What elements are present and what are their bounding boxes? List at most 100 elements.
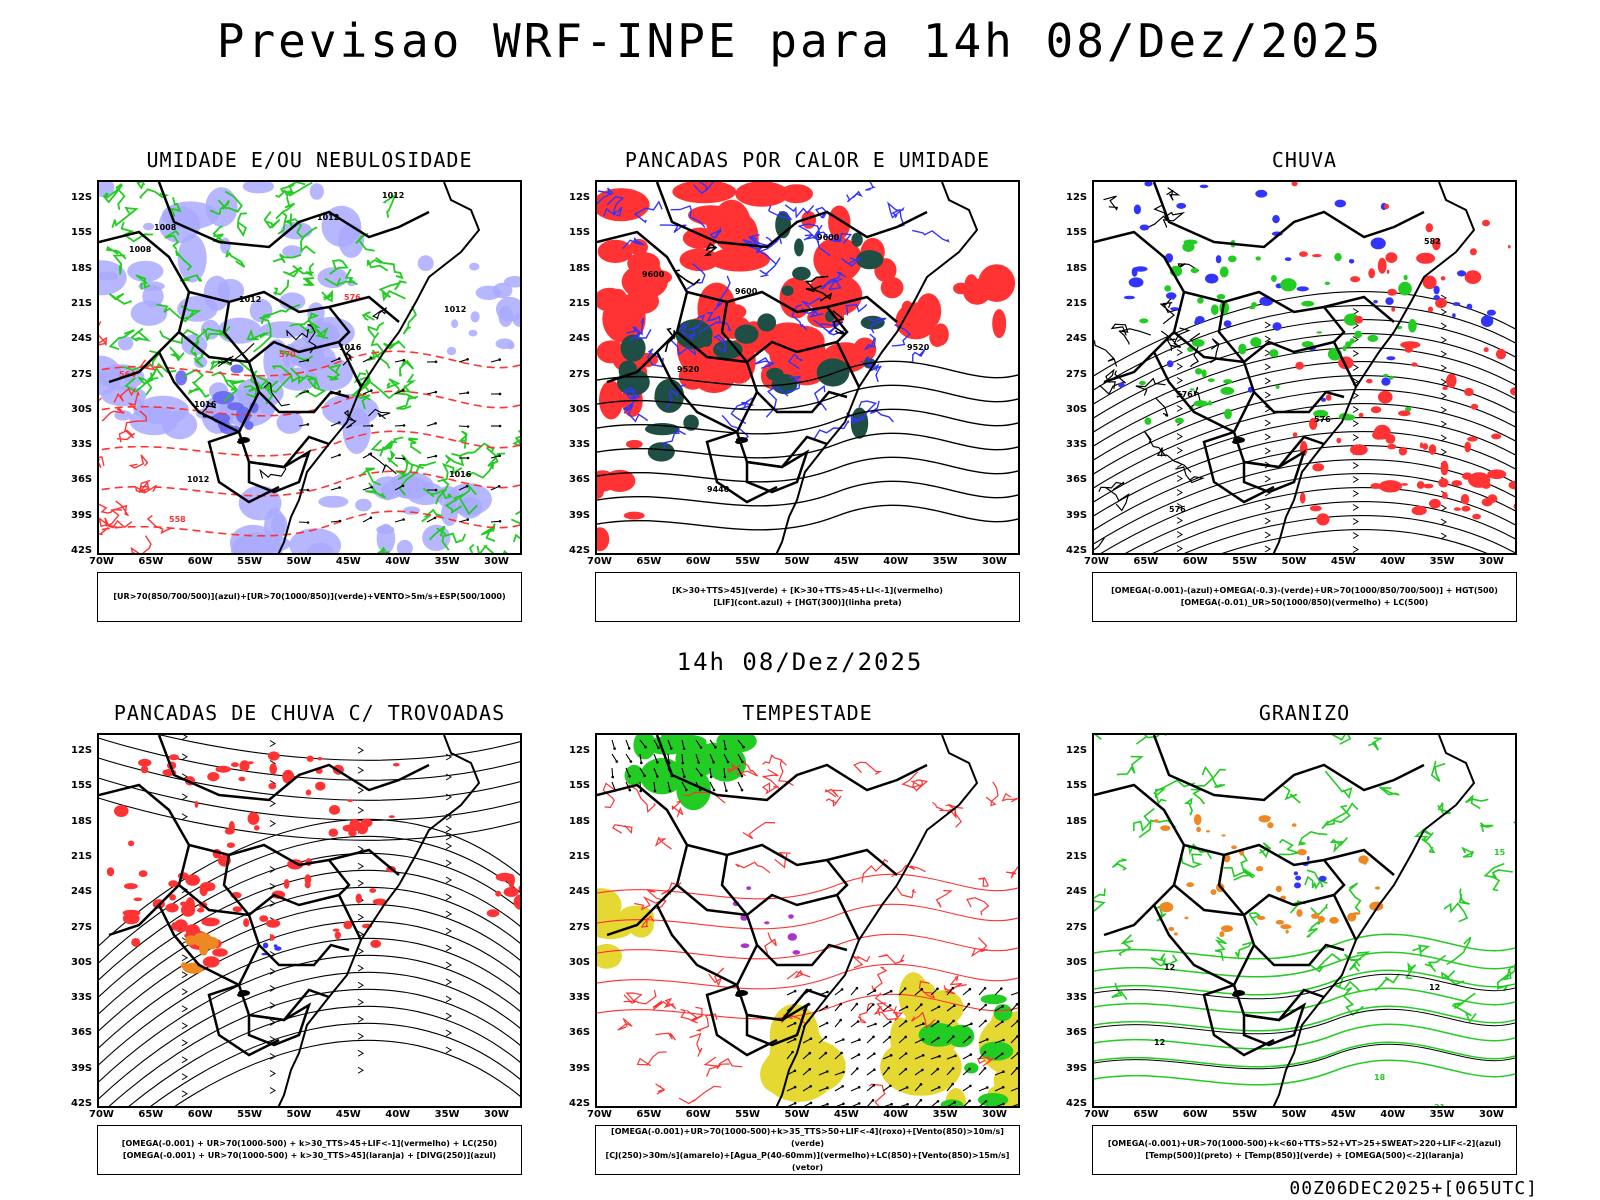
- latitude-tick: 21S: [569, 850, 591, 862]
- wind-vector: [900, 1103, 908, 1106]
- wind-vector-head: [872, 1035, 875, 1039]
- omega-area: [1133, 204, 1141, 215]
- border-line: [1202, 983, 1275, 1057]
- humidity-area: [175, 370, 188, 386]
- humidity-contour: [193, 350, 206, 368]
- wind-vector-head: [984, 1003, 987, 1007]
- precipitable-water-contour: [825, 795, 842, 807]
- temp850-contour: [1412, 944, 1431, 957]
- humidity-contour: [111, 206, 139, 228]
- humidity-contour: [202, 326, 231, 341]
- humidity-contour: [379, 440, 398, 457]
- wind850-area: [977, 1093, 1009, 1106]
- precipitable-water-contour: [978, 877, 989, 887]
- wind-vector-head: [1018, 1086, 1020, 1089]
- omega-area: [1354, 330, 1363, 339]
- height-contour: [1162, 211, 1186, 228]
- convection-area: [629, 238, 648, 256]
- streamline: [99, 954, 520, 1083]
- precipitable-water-contour: [736, 758, 759, 777]
- height-contour: [1094, 537, 1105, 551]
- latitude-tick: 12S: [569, 745, 591, 756]
- wind-vector-head: [871, 1003, 875, 1006]
- wind-vector-head: [434, 390, 438, 394]
- temp500-contour: [1094, 1008, 1515, 1035]
- latitude-tick: 39S: [569, 509, 591, 521]
- wind-vector: [850, 987, 858, 996]
- rain-area: [1464, 270, 1482, 284]
- streamline-arrow: [445, 1012, 452, 1020]
- omega500-area: [1275, 885, 1282, 892]
- streamline-arrow: [445, 793, 452, 801]
- lifted-index-contour: [754, 356, 776, 370]
- omega-area: [1144, 417, 1152, 425]
- longitude-tick: 70W: [1084, 1109, 1109, 1120]
- wind-vector-head: [842, 1070, 845, 1074]
- humidity-area: [406, 482, 445, 506]
- lifted-index-contour: [846, 190, 863, 203]
- border-line: [1173, 884, 1358, 941]
- wind-vector: [834, 1003, 842, 1012]
- lifted-index-contour: [865, 182, 876, 191]
- wind-vector: [930, 1086, 940, 1092]
- border-line: [745, 361, 848, 414]
- wind-vector-head: [742, 745, 745, 749]
- omega-area: [1343, 313, 1360, 326]
- streamline-arrow: [269, 820, 276, 827]
- streamline-arrow: [357, 947, 364, 955]
- wind-vector-head: [937, 1086, 941, 1089]
- wind-vector-head: [857, 1085, 861, 1089]
- omega500-area: [1173, 932, 1178, 936]
- precipitable-water-contour: [646, 889, 667, 910]
- border-line: [247, 449, 312, 494]
- streamline: [1094, 445, 1515, 531]
- longitude-tick: 60W: [685, 1109, 711, 1120]
- omega-area: [1215, 255, 1222, 264]
- rain-area: [1299, 492, 1306, 504]
- wind-vector-head: [306, 359, 310, 362]
- instability-area: [734, 324, 759, 344]
- thunderstorm-area: [133, 897, 143, 902]
- wind-vector: [898, 1020, 907, 1028]
- humidity-contour: [197, 327, 231, 340]
- rain-area: [1391, 307, 1396, 312]
- thunderstorm-area: [503, 887, 519, 897]
- humidity-contour: [263, 211, 281, 230]
- humidity-area: [129, 406, 179, 436]
- wind-vector: [978, 1020, 986, 1028]
- omega500-area: [1168, 926, 1175, 932]
- wind-vector: [695, 739, 702, 748]
- lifted-index-contour: [813, 319, 844, 334]
- humidity-area: [468, 329, 478, 337]
- instability-area: [781, 285, 794, 296]
- rain-area: [1387, 288, 1397, 296]
- streamline-arrow: [445, 1029, 452, 1037]
- omega-area: [1165, 292, 1177, 300]
- temp850-contour: [1282, 785, 1301, 804]
- humidity-contour: [137, 372, 154, 396]
- wind-vector-head: [871, 1099, 875, 1102]
- rain-area: [1378, 390, 1393, 404]
- border-line: [597, 230, 689, 384]
- latitude-tick: 18S: [569, 815, 591, 827]
- wind-vector: [737, 753, 743, 763]
- omega-area: [1207, 401, 1213, 406]
- omega-area: [1205, 273, 1219, 284]
- wind-vector-head: [809, 1085, 812, 1088]
- rain-area: [1482, 219, 1490, 227]
- omega-area: [1373, 300, 1378, 304]
- height-contour: [703, 242, 718, 256]
- longitude-tick: 65W: [636, 1109, 662, 1120]
- wind-vector: [667, 739, 672, 749]
- convection-area: [978, 264, 1016, 302]
- streamline-arrow: [1176, 349, 1183, 356]
- streamline-arrow: [1440, 504, 1447, 512]
- wind-vector: [298, 423, 308, 427]
- humidity-contour: [139, 188, 170, 199]
- height-contour: [1155, 397, 1169, 417]
- streamline-arrow: [1440, 518, 1447, 526]
- streamline: [108, 988, 520, 1106]
- border-line: [1152, 735, 1425, 802]
- omega-area: [1219, 266, 1229, 278]
- panel-title: UMIDADE E/OU NEBULOSIDADE: [146, 148, 473, 172]
